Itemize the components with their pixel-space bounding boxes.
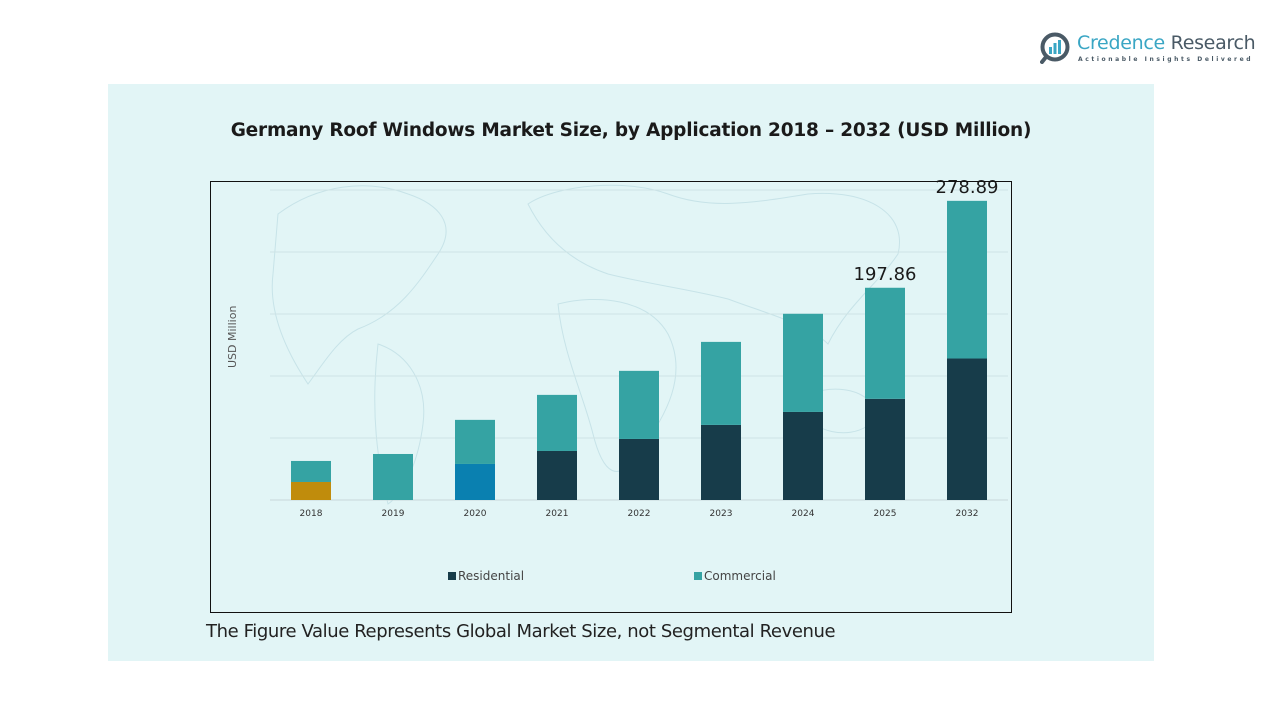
x-tick-label: 2018 [300,509,323,519]
bar-residential-2021 [537,450,577,500]
x-tick-label: 2024 [792,509,815,519]
chart-title: Germany Roof Windows Market Size, by App… [230,120,1032,141]
legend-item-commercial: Commercial [694,569,776,583]
x-tick-label: 2019 [382,509,405,519]
legend-swatch-commercial [694,572,702,580]
legend-label-commercial: Commercial [704,569,776,583]
bar-commercial-2024 [783,313,823,412]
data-label-2032: 278.89 [936,177,999,198]
bar-commercial-2019 [373,453,413,500]
bar-residential-2020 [455,463,495,500]
bar-residential-2024 [783,411,823,500]
x-tick-label: 2023 [710,509,733,519]
world-map-watermark [271,184,900,505]
bar-commercial-2032 [947,200,987,359]
bar-residential-2018 [291,481,331,500]
chart-panel: 2018 2019 2020 2021 2022 2023 2024 2025 2032 197… [108,84,1154,661]
x-tick-label: 2021 [546,509,569,519]
y-axis-label: USD Million [226,305,239,368]
footnote: The Figure Value Represents Global Marke… [206,621,836,642]
bar-commercial-2021 [537,394,577,451]
logo-tagline: Actionable Insights Delivered [1078,56,1254,63]
x-tick-label: 2032 [956,509,979,519]
bar-residential-2022 [619,438,659,500]
bar-chart-magnifier-icon [1040,32,1070,64]
x-tick-label: 2025 [874,509,897,519]
bar-commercial-2020 [455,419,495,464]
bar-residential-2032 [947,358,987,500]
bar-residential-2023 [701,424,741,500]
bar-commercial-2022 [619,370,659,439]
legend-label-residential: Residential [458,569,525,583]
bar-residential-2025 [865,398,905,500]
bar-commercial-2023 [701,341,741,425]
logo-name: Credence Research [1077,32,1256,54]
data-label-2025: 197.86 [854,264,917,285]
credence-research-logo: Credence Research Actionable Insights De… [1040,30,1256,70]
x-tick-label: 2022 [628,509,651,519]
chart-canvas: 2018 2019 2020 2021 2022 2023 2024 2025 2032 197… [270,177,1008,519]
legend-swatch-residential [448,572,456,580]
plot-frame [210,181,1012,613]
bar-commercial-2025 [865,287,905,399]
legend-item-residential: Residential [448,569,524,583]
x-tick-label: 2020 [464,509,487,519]
bar-commercial-2018 [291,460,331,482]
